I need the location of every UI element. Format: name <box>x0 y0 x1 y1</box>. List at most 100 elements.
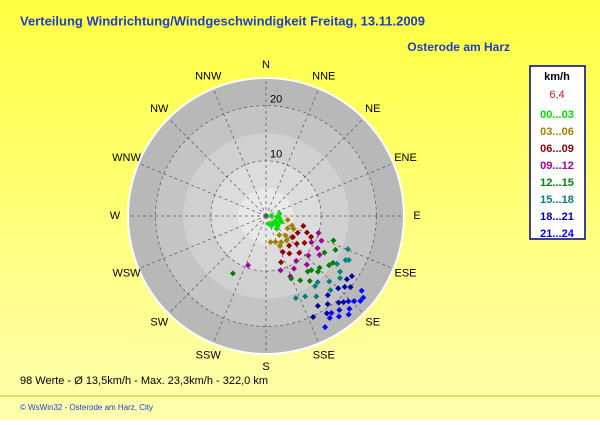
data-point <box>314 268 321 275</box>
data-point <box>333 260 340 267</box>
legend-entry: 15...18 <box>540 194 574 206</box>
spoke <box>265 215 394 270</box>
spoke <box>168 118 267 217</box>
spoke <box>265 215 364 314</box>
data-point <box>305 252 312 259</box>
data-point <box>357 297 364 304</box>
data-point <box>296 249 303 256</box>
data-point <box>329 259 336 266</box>
direction-label: W <box>110 210 121 222</box>
data-point <box>294 229 301 236</box>
data-point <box>286 242 293 249</box>
data-point <box>326 315 333 322</box>
data-point <box>321 249 328 256</box>
data-point <box>328 310 335 317</box>
data-point <box>347 283 354 290</box>
r-tick-label: 10 <box>270 149 282 161</box>
direction-label: SE <box>365 317 380 329</box>
data-point <box>336 275 343 282</box>
direction-label: SW <box>150 317 168 329</box>
spoke <box>212 215 267 344</box>
data-point <box>345 298 352 305</box>
direction-label: NW <box>150 103 169 115</box>
calm-label: 6,4 <box>549 89 564 101</box>
data-point <box>284 216 291 223</box>
data-point <box>297 277 304 284</box>
data-point <box>341 283 348 290</box>
direction-label: WSW <box>112 268 141 280</box>
r-tick-label: 20 <box>270 94 282 106</box>
data-point <box>277 267 284 274</box>
data-point <box>302 293 309 300</box>
data-point <box>314 302 321 309</box>
data-point <box>324 292 331 299</box>
data-point <box>303 229 310 236</box>
data-point <box>292 294 299 301</box>
data-point <box>316 251 323 258</box>
data-point <box>346 305 353 312</box>
data-point <box>272 238 279 245</box>
data-point <box>348 273 355 280</box>
data-point <box>303 261 310 268</box>
data-point <box>312 283 319 290</box>
legend-entry: 00...03 <box>540 109 574 121</box>
data-point <box>323 310 330 317</box>
data-point <box>327 287 334 294</box>
data-point <box>290 265 297 272</box>
legend-entry: 12...15 <box>540 177 574 189</box>
direction-label: SSW <box>196 349 222 361</box>
data-point <box>276 231 283 238</box>
data-point <box>330 237 337 244</box>
summary: 98 Werte - Ø 13,5km/h - Max. 23,3km/h - … <box>20 375 268 387</box>
data-point <box>332 246 339 253</box>
data-point <box>290 225 297 232</box>
data-point <box>300 223 307 230</box>
direction-label: ENE <box>394 152 417 164</box>
data-point <box>308 239 315 246</box>
spoke <box>265 162 394 217</box>
data-point <box>335 299 342 306</box>
chart-title: Verteilung Windrichtung/Windgeschwindigk… <box>20 13 425 28</box>
chart-subtitle: Osterode am Harz <box>407 40 510 54</box>
legend-entry: 06...09 <box>540 143 574 155</box>
data-point <box>336 313 343 320</box>
grid-ring <box>155 105 377 327</box>
direction-label: ESE <box>394 268 416 280</box>
spoke <box>168 215 267 314</box>
data-point <box>278 218 285 225</box>
data-point <box>337 268 344 275</box>
data-point <box>289 234 296 241</box>
spoke <box>138 215 267 270</box>
direction-label: S <box>262 361 269 373</box>
data-point <box>360 294 367 301</box>
data-point <box>276 243 283 250</box>
data-point <box>293 240 300 247</box>
data-point <box>306 277 313 284</box>
data-point <box>324 301 331 308</box>
data-point <box>268 213 275 219</box>
data-point <box>265 220 272 227</box>
data-point <box>284 225 291 232</box>
direction-label: SSE <box>313 349 335 361</box>
data-point <box>315 230 322 237</box>
data-point <box>343 276 350 283</box>
data-point <box>286 250 293 257</box>
spoke <box>212 88 267 217</box>
data-point <box>314 279 321 286</box>
data-point <box>274 221 281 228</box>
data-point <box>344 246 351 253</box>
data-point <box>314 245 321 252</box>
grid-ring <box>210 160 322 272</box>
direction-label: N <box>262 59 270 71</box>
direction-label: NE <box>365 103 380 115</box>
data-point <box>245 262 252 269</box>
data-point <box>283 237 290 244</box>
data-point <box>345 257 352 264</box>
legend-title: km/h <box>544 71 570 83</box>
data-point <box>304 268 311 275</box>
data-point <box>279 249 286 256</box>
direction-label: E <box>413 210 420 222</box>
data-point <box>335 285 342 292</box>
data-point <box>270 220 277 227</box>
